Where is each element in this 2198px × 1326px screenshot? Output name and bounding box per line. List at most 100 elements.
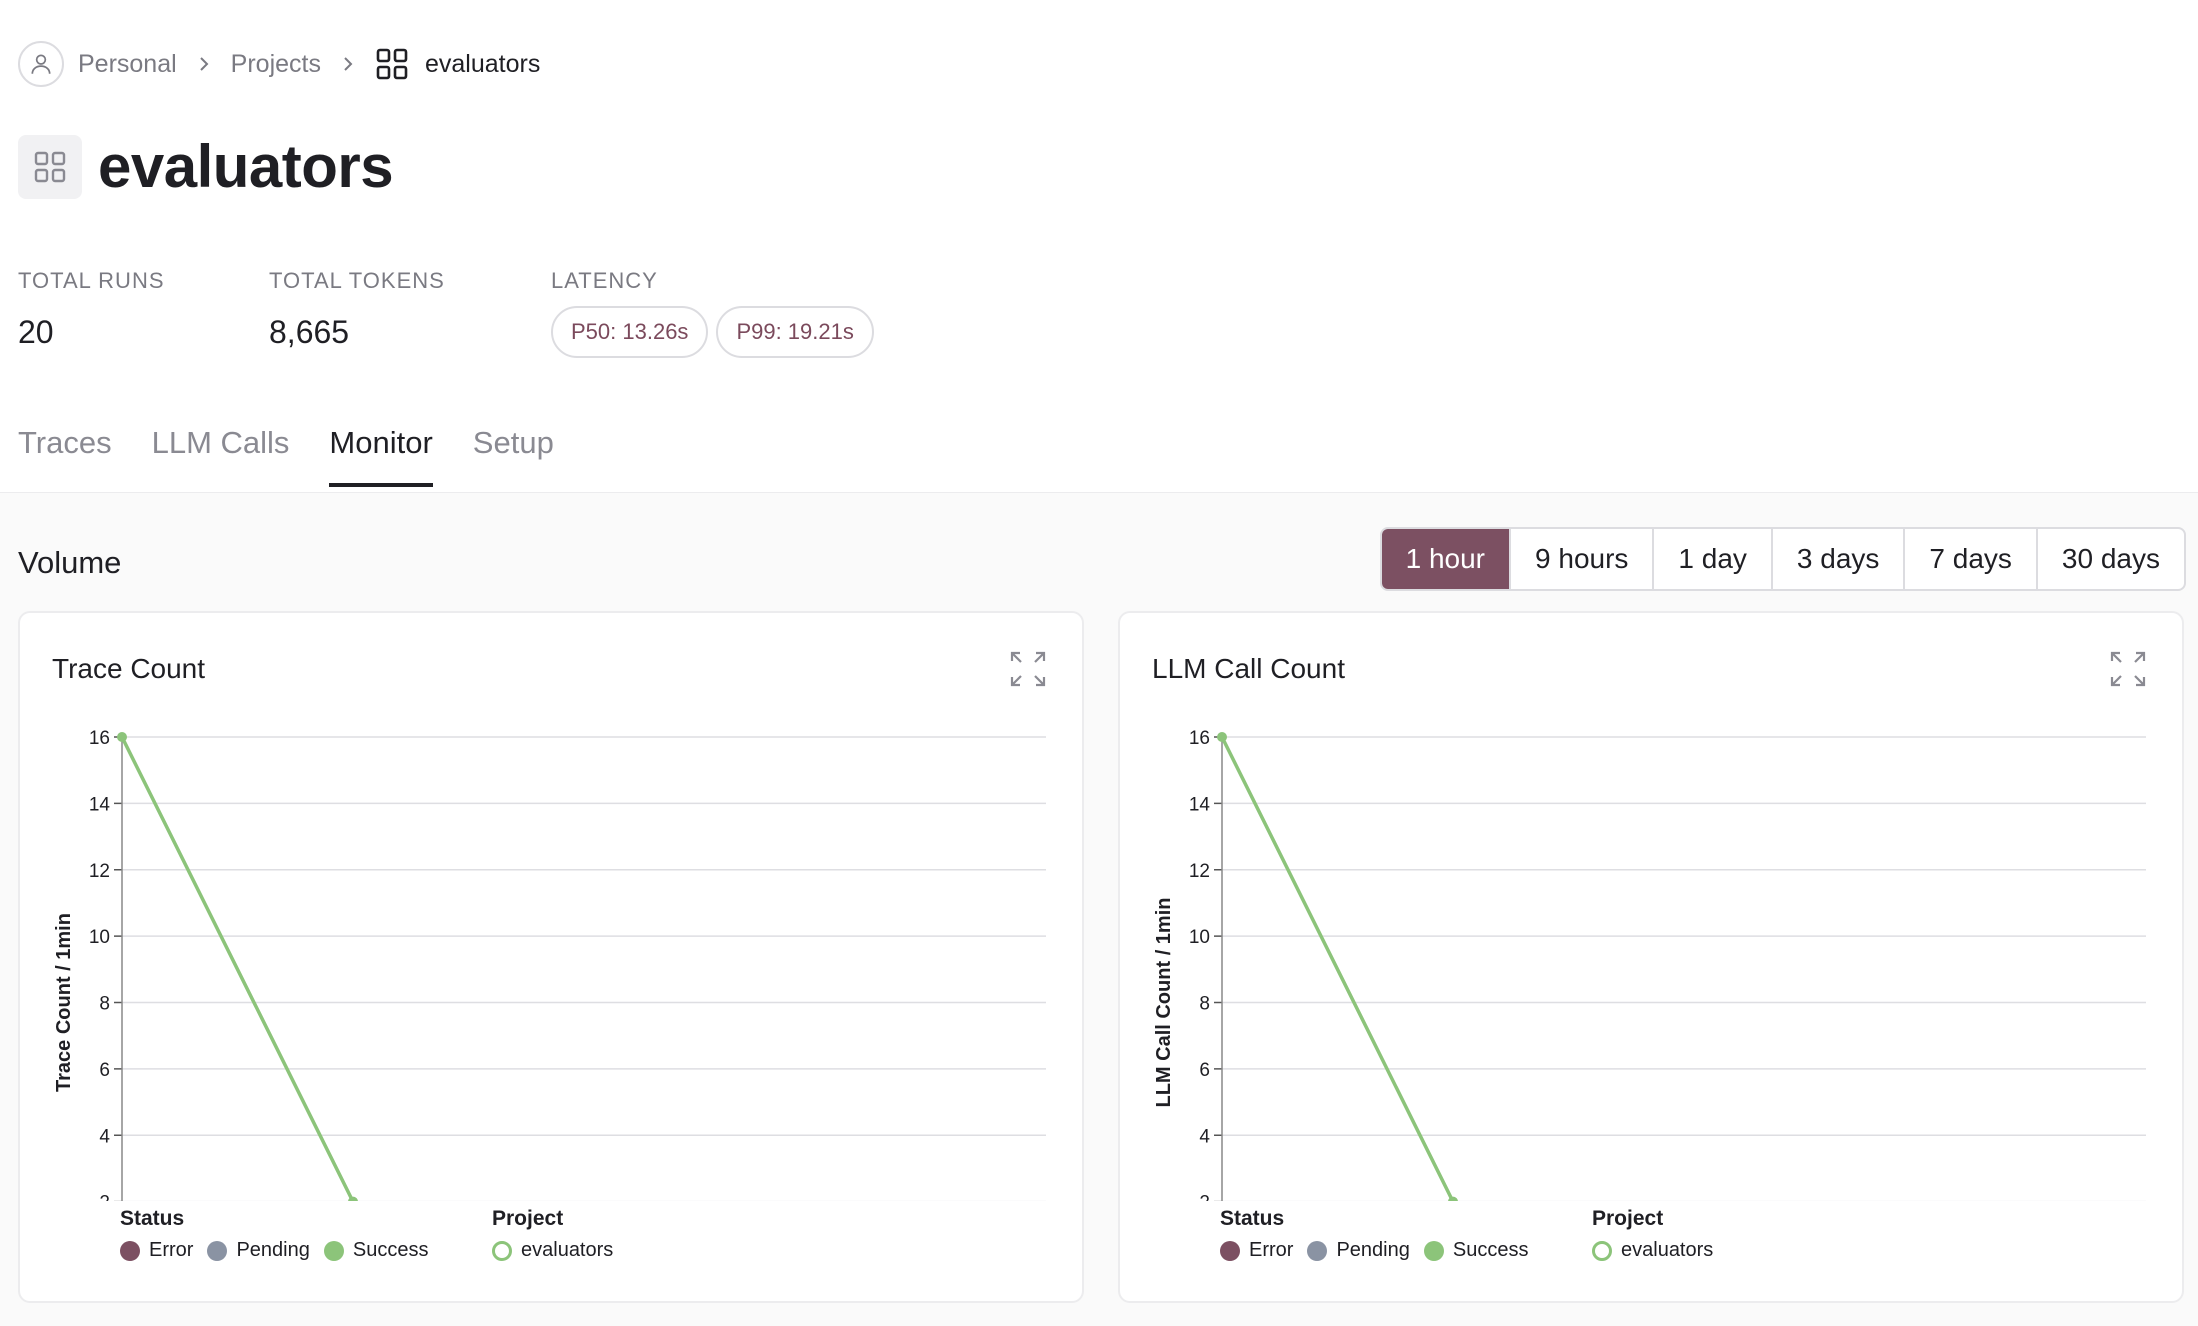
y-axis-title: Trace Count / 1min: [53, 913, 75, 1092]
legend-pending[interactable]: Pending: [207, 1239, 310, 1262]
tab-traces[interactable]: Traces: [18, 425, 112, 460]
series-line-success: [1220, 736, 1458, 1201]
project-swatch-icon: [492, 1240, 512, 1261]
legend-success[interactable]: Success: [323, 1239, 429, 1262]
tab-setup[interactable]: Setup: [472, 425, 554, 460]
error-swatch-icon: [120, 1240, 140, 1261]
chevron-right-icon: [197, 55, 211, 73]
legend-label: Pending: [236, 1239, 310, 1261]
range-1-hour[interactable]: 1 hour: [1381, 529, 1510, 589]
breadcrumb: Personal Projects evaluators: [18, 40, 540, 88]
stat-value: 20: [18, 314, 54, 350]
latency-pills: P50: 13.26s P99: 19.21s: [551, 306, 874, 358]
grid-icon: [18, 134, 82, 199]
y-tick-label: 4: [1199, 1126, 1210, 1147]
series-line-success: [120, 736, 358, 1201]
llm-call-count-card: LLM Call Count 024681012141612:21:3012:2…: [1118, 611, 2184, 1303]
expand-icon[interactable]: [1008, 649, 1048, 689]
y-axis-title: LLM Call Count / 1min: [1153, 898, 1175, 1108]
legend-status-group: Status Error Pending Success: [1220, 1207, 1574, 1262]
breadcrumb-current: evaluators: [424, 49, 541, 78]
stat-latency: LATENCY P50: 13.26s P99: 19.21s: [551, 268, 874, 358]
project-swatch-icon: [1592, 1240, 1612, 1261]
legend-label: Pending: [1336, 1239, 1410, 1261]
legend-label: evaluators: [521, 1239, 614, 1261]
y-tick-label: 16: [1189, 728, 1210, 749]
legend-status-title: Status: [120, 1207, 185, 1230]
y-tick-label: 6: [99, 1060, 110, 1081]
chart-legend: Status Error Pending Success Project eva…: [1220, 1207, 1731, 1262]
y-tick-label: 2: [1199, 1193, 1210, 1201]
range-9-hours[interactable]: 9 hours: [1509, 529, 1652, 589]
y-tick-label: 14: [89, 794, 111, 815]
stat-total-tokens: TOTAL TOKENS 8,665: [269, 268, 445, 351]
stat-value: 8,665: [269, 314, 350, 350]
latency-p50-badge: P50: 13.26s: [551, 306, 709, 358]
trace-count-chart: 024681012141612:21:3012:22:3012:23:3012:…: [53, 728, 1046, 1201]
legend-project-group: Project evaluators: [1592, 1207, 1713, 1262]
legend-project-group: Project evaluators: [492, 1207, 613, 1262]
y-tick-label: 14: [1189, 794, 1211, 815]
success-swatch-icon: [323, 1240, 344, 1261]
tab-bar: Traces LLM Calls Monitor Setup: [18, 425, 554, 487]
y-tick-label: 12: [89, 861, 110, 882]
card-title: LLM Call Count: [1152, 653, 1345, 684]
success-swatch-icon: [1423, 1240, 1444, 1261]
y-tick-label: 16: [89, 728, 110, 749]
y-tick-label: 4: [99, 1126, 110, 1147]
legend-project-title: Project: [492, 1207, 564, 1230]
page-header: evaluators: [18, 132, 394, 201]
legend-project-evaluators[interactable]: evaluators: [1592, 1239, 1713, 1262]
tab-llm-calls[interactable]: LLM Calls: [151, 425, 290, 460]
chevron-right-icon: [341, 55, 355, 73]
data-point-success: [1217, 732, 1227, 742]
range-3-days[interactable]: 3 days: [1770, 529, 1904, 589]
legend-success[interactable]: Success: [1423, 1239, 1529, 1262]
range-1-day[interactable]: 1 day: [1652, 529, 1771, 589]
section-title: Volume: [18, 545, 122, 580]
data-point-success: [1448, 1196, 1458, 1201]
error-swatch-icon: [1220, 1240, 1240, 1261]
breadcrumb-projects[interactable]: Projects: [230, 49, 321, 78]
legend-label: evaluators: [1621, 1239, 1714, 1261]
tab-monitor[interactable]: Monitor: [329, 425, 434, 487]
y-tick-label: 12: [1189, 861, 1210, 882]
expand-icon[interactable]: [2108, 649, 2148, 689]
range-30-days[interactable]: 30 days: [2035, 529, 2184, 589]
stat-total-runs: TOTAL RUNS 20: [18, 268, 165, 351]
legend-error[interactable]: Error: [1220, 1239, 1293, 1262]
monitor-panel: Volume 1 hour 9 hours 1 day 3 days 7 day…: [0, 492, 2198, 1326]
stat-label: TOTAL TOKENS: [269, 268, 445, 293]
chart-legend: Status Error Pending Success Project eva…: [120, 1207, 631, 1262]
legend-label: Error: [149, 1239, 194, 1261]
y-tick-label: 6: [1199, 1060, 1210, 1081]
y-tick-label: 2: [99, 1193, 110, 1201]
pending-swatch-icon: [207, 1240, 228, 1261]
card-title: Trace Count: [52, 653, 206, 684]
range-7-days[interactable]: 7 days: [1903, 529, 2036, 589]
legend-label: Success: [352, 1239, 429, 1261]
legend-status-title: Status: [1220, 1207, 1285, 1230]
legend-pending[interactable]: Pending: [1307, 1239, 1410, 1262]
latency-p99-badge: P99: 19.21s: [716, 306, 874, 358]
legend-project-title: Project: [1592, 1207, 1664, 1230]
stat-label: TOTAL RUNS: [18, 268, 165, 293]
legend-project-evaluators[interactable]: evaluators: [492, 1239, 613, 1262]
stat-label: LATENCY: [551, 268, 658, 293]
data-point-success: [117, 732, 127, 742]
legend-status-group: Status Error Pending Success: [120, 1207, 474, 1262]
legend-label: Success: [1452, 1239, 1529, 1261]
data-point-success: [348, 1196, 358, 1201]
time-range-selector: 1 hour 9 hours 1 day 3 days 7 days 30 da…: [1379, 527, 2186, 591]
y-tick-label: 8: [99, 994, 110, 1015]
legend-label: Error: [1249, 1239, 1294, 1261]
legend-error[interactable]: Error: [120, 1239, 193, 1262]
pending-swatch-icon: [1307, 1240, 1328, 1261]
breadcrumb-personal[interactable]: Personal: [78, 49, 177, 78]
grid-icon: [375, 47, 409, 81]
llm-call-count-chart: 024681012141612:21:3012:22:3012:23:3012:…: [1153, 728, 2146, 1201]
y-tick-label: 8: [1199, 994, 1210, 1015]
user-avatar-icon[interactable]: [18, 41, 64, 87]
y-tick-label: 10: [1189, 927, 1210, 948]
trace-count-card: Trace Count 024681012141612:21:3012:22:3…: [18, 611, 1084, 1303]
